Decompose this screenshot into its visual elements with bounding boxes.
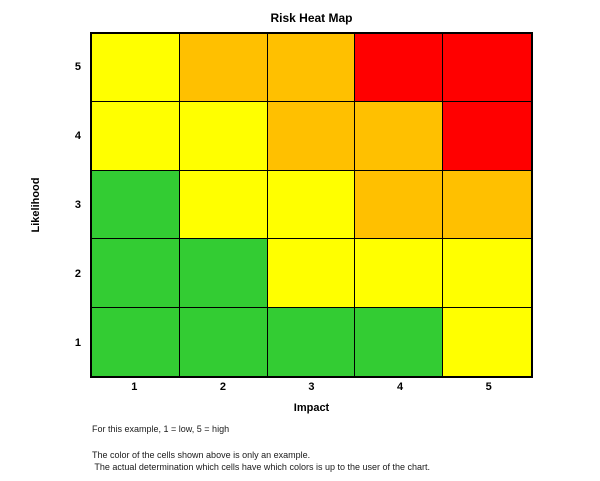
heatmap-cell-l2-i3: [267, 239, 356, 308]
heatmap-cell-l4-i5: [443, 102, 531, 171]
heatmap-cell-l3-i4: [355, 170, 444, 240]
heatmap-cell-l2-i4: [355, 239, 444, 308]
heatmap-cell-l4-i2: [179, 102, 268, 171]
heatmap-cell-l5-i4: [355, 34, 444, 103]
heatmap-cell-l2-i1: [92, 239, 180, 308]
y-axis-tick-label: 5: [74, 60, 81, 73]
x-axis-label: Impact: [293, 402, 330, 414]
heatmap-cell-l1-i3: [267, 307, 356, 376]
heatmap-cell-l1-i5: [443, 307, 531, 376]
note-color-disclaimer: The color of the cells shown above is on…: [92, 450, 430, 473]
heatmap-cell-l3-i1: [92, 170, 180, 240]
heatmap-cell-l3-i3: [267, 170, 356, 240]
x-axis-tick-label: 4: [397, 381, 404, 393]
heatmap-cell-l1-i4: [355, 307, 444, 376]
heatmap-cell-l4-i4: [355, 102, 444, 171]
y-axis-tick-label: 4: [74, 129, 81, 142]
y-axis-tick-label: 3: [74, 199, 81, 211]
heatmap-cell-l2-i5: [443, 239, 531, 308]
y-axis-tick-label: 1: [74, 337, 81, 350]
heatmap-cell-l4-i1: [92, 102, 180, 171]
note-color-disclaimer-line2: The actual determination which cells hav…: [92, 461, 431, 472]
note-color-disclaimer-line1: The color of the cells shown above is on…: [92, 450, 311, 460]
heatmap-cell-l3-i2: [179, 170, 268, 240]
heatmap-cell-l1-i2: [179, 307, 268, 376]
y-axis-tick-label: 2: [74, 268, 81, 281]
heatmap-grid: [90, 32, 533, 378]
heatmap-cell-l5-i3: [267, 34, 356, 103]
heatmap-cell-l4-i3: [267, 102, 356, 171]
heatmap-cell-l2-i2: [179, 239, 268, 308]
x-axis-ticks: 1 2 3 4 5: [90, 381, 533, 393]
heatmap-cell-l5-i1: [92, 34, 180, 103]
chart-title: Risk Heat Map: [270, 11, 353, 25]
note-scale-explanation: For this example, 1 = low, 5 = high: [92, 424, 230, 434]
x-axis-tick-label: 1: [131, 381, 138, 393]
heatmap-cell-l5-i5: [443, 34, 531, 103]
x-axis-tick-label: 3: [308, 381, 315, 393]
heatmap-cell-l1-i1: [92, 307, 180, 376]
x-axis-tick-label: 5: [485, 381, 492, 393]
heatmap-cell-l3-i5: [443, 170, 531, 240]
heatmap-cell-l5-i2: [179, 34, 268, 103]
y-axis-ticks: 5 4 3 2 1: [0, 32, 81, 378]
x-axis-tick-label: 2: [219, 381, 226, 393]
